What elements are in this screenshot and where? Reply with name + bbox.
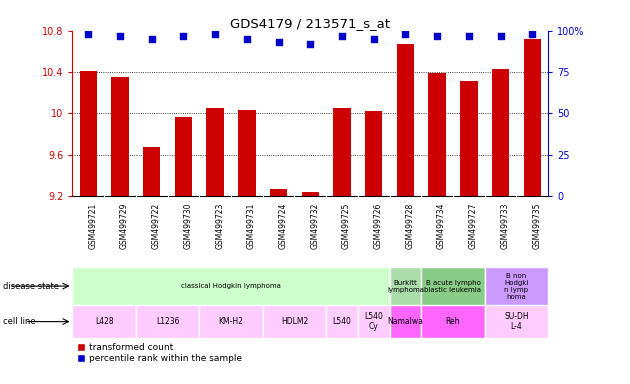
Text: KM-H2: KM-H2 [219,317,243,326]
Bar [72,267,389,305]
Bar [524,39,541,196]
Text: GSM499725: GSM499725 [342,203,351,249]
Bar [428,73,446,196]
Bar [207,108,224,196]
Bar [358,305,389,338]
Bar [175,118,192,196]
Bar [421,267,484,305]
Point [115,33,125,39]
Text: GSM499726: GSM499726 [374,203,382,249]
Text: GSM499729: GSM499729 [120,203,129,249]
Point [242,36,252,42]
Bar [460,81,478,196]
Text: GSM499724: GSM499724 [278,203,287,249]
Text: B non
Hodgki
n lymp
homa: B non Hodgki n lymp homa [504,273,529,300]
Text: GSM499722: GSM499722 [152,203,161,249]
Bar [326,305,358,338]
Bar [263,305,326,338]
Text: B acute lympho
blastic leukemia: B acute lympho blastic leukemia [425,280,481,293]
Text: Reh: Reh [445,317,461,326]
Point [432,33,442,39]
Bar [389,305,421,338]
Text: SU-DH
L-4: SU-DH L-4 [504,312,529,331]
Point [464,33,474,39]
Text: GSM499732: GSM499732 [310,203,319,249]
Text: GSM499727: GSM499727 [469,203,478,249]
Text: L428: L428 [95,317,113,326]
Text: L1236: L1236 [156,317,180,326]
Bar [302,192,319,196]
Text: GSM499735: GSM499735 [532,203,541,250]
Text: Burkitt
lymphoma: Burkitt lymphoma [387,280,424,293]
Text: classical Hodgkin lymphoma: classical Hodgkin lymphoma [181,283,281,289]
Text: Namalwa: Namalwa [387,317,423,326]
Point [369,36,379,42]
Bar [333,108,351,196]
Bar [397,44,414,196]
Point [337,33,347,39]
Point [495,33,505,39]
Point [273,39,284,45]
Point [178,33,188,39]
Point [527,31,537,37]
Text: L540: L540 [333,317,352,326]
Bar [238,110,256,196]
Text: GSM499723: GSM499723 [215,203,224,249]
Point [401,31,411,37]
Legend: transformed count, percentile rank within the sample: transformed count, percentile rank withi… [77,343,243,364]
Bar [484,267,548,305]
Text: GSM499730: GSM499730 [183,203,192,250]
Point [83,31,93,37]
Text: GSM499733: GSM499733 [500,203,510,250]
Text: GSM499731: GSM499731 [247,203,256,249]
Bar [112,77,129,196]
Bar [79,71,97,196]
Point [210,31,220,37]
Title: GDS4179 / 213571_s_at: GDS4179 / 213571_s_at [231,17,390,30]
Bar [389,267,421,305]
Bar [484,305,548,338]
Bar [136,305,199,338]
Text: L540
Cy: L540 Cy [364,312,383,331]
Point [147,36,157,42]
Bar [270,189,287,196]
Bar [421,305,484,338]
Bar [199,305,263,338]
Text: cell line: cell line [3,317,36,326]
Bar [492,69,509,196]
Text: disease state: disease state [3,281,59,291]
Bar [365,111,382,196]
Bar [143,147,161,196]
Point [305,41,315,47]
Bar [72,305,136,338]
Text: HDLM2: HDLM2 [281,317,308,326]
Text: GSM499734: GSM499734 [437,203,446,250]
Text: GSM499728: GSM499728 [406,203,415,249]
Text: GSM499721: GSM499721 [88,203,97,249]
